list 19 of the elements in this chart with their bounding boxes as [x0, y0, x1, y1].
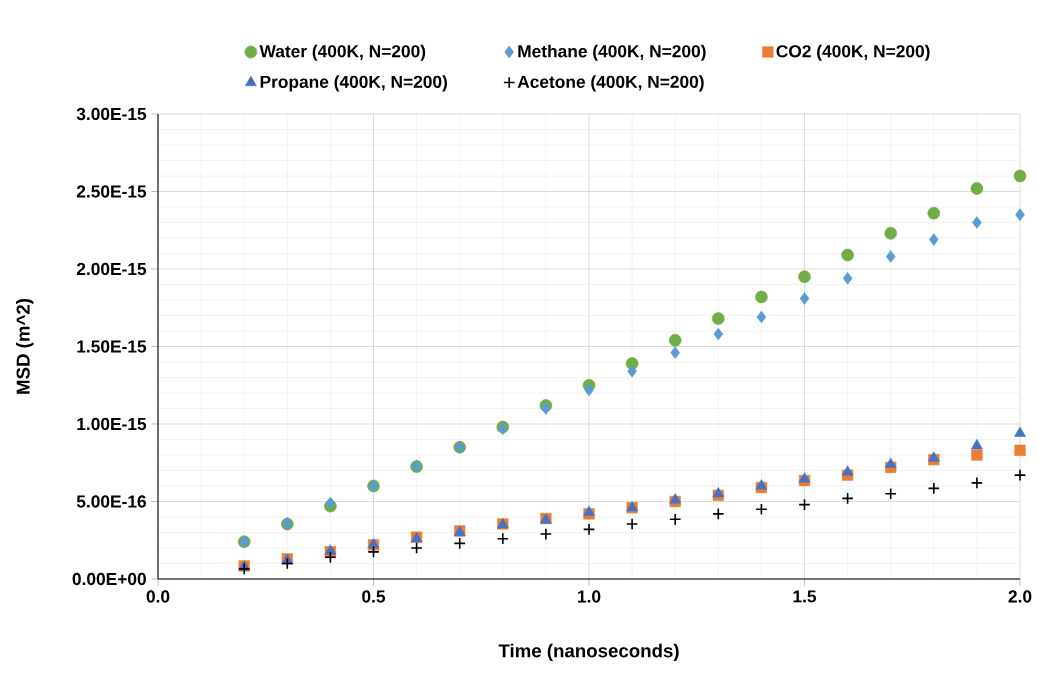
y-axis-title: MSD (m^2): [16, 298, 34, 394]
y-tick-label: 1.00E-15: [77, 417, 147, 431]
legend-label: Water (400K, N=200): [259, 44, 426, 61]
x-tick-label: 0.0: [146, 590, 170, 603]
legend-label: Methane (400K, N=200): [518, 44, 706, 61]
x-axis-title: Time (nanoseconds): [498, 643, 679, 662]
y-tick-label: 1.50E-15: [77, 340, 147, 353]
y-tick-label: 5.00E-16: [76, 495, 146, 508]
legend-label: Acetone (400K, N=200): [517, 75, 704, 92]
y-tick-label: 0.00E+00: [72, 572, 146, 586]
y-tick-label: 2.00E-15: [76, 262, 147, 276]
y-tick-label: 2.50E-15: [76, 185, 147, 198]
x-tick-label: 0.5: [362, 590, 386, 603]
x-tick-label: 1.0: [578, 590, 601, 603]
x-tick-label: 2.0: [1008, 590, 1032, 603]
y-tick-label: 3.00E-15: [76, 107, 147, 121]
legend-label: Propane (400K, N=200): [260, 75, 447, 92]
legend-label: CO2 (400K, N=200): [776, 44, 930, 61]
x-tick-label: 1.5: [793, 590, 817, 603]
